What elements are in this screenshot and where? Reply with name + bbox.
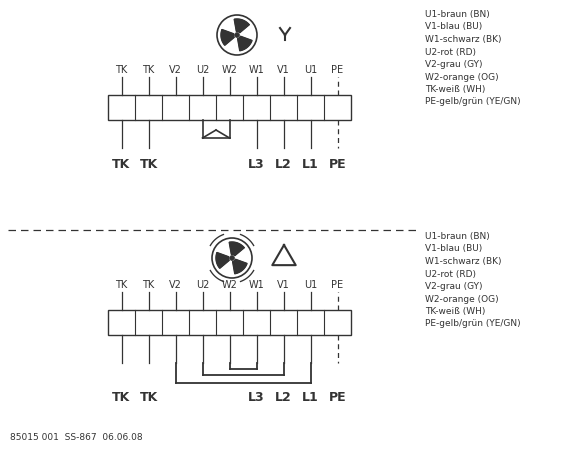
Circle shape: [234, 32, 240, 37]
Text: V2: V2: [169, 65, 182, 75]
Text: W1: W1: [249, 280, 264, 290]
Text: V1: V1: [277, 65, 290, 75]
Text: TK: TK: [142, 65, 155, 75]
Polygon shape: [216, 252, 229, 268]
Text: V1-blau (BU): V1-blau (BU): [425, 244, 482, 253]
Text: TK-weiß (WH): TK-weiß (WH): [425, 307, 485, 316]
Text: TK: TK: [142, 280, 155, 290]
Text: PE: PE: [331, 280, 343, 290]
Text: W2-orange (OG): W2-orange (OG): [425, 294, 499, 303]
Text: U2-rot (RD): U2-rot (RD): [425, 48, 476, 57]
Text: PE: PE: [331, 65, 343, 75]
Text: PE-gelb/grün (YE/GN): PE-gelb/grün (YE/GN): [425, 320, 521, 328]
Polygon shape: [234, 19, 249, 33]
Text: W2-orange (OG): W2-orange (OG): [425, 72, 499, 81]
Text: W2: W2: [222, 65, 237, 75]
Text: L1: L1: [302, 158, 319, 171]
Text: V2-grau (GY): V2-grau (GY): [425, 60, 483, 69]
Text: U1: U1: [304, 280, 317, 290]
Text: 85015 001  SS-867  06.06.08: 85015 001 SS-867 06.06.08: [10, 433, 143, 442]
Polygon shape: [221, 30, 234, 45]
Text: TK: TK: [139, 158, 158, 171]
Text: TK: TK: [113, 158, 130, 171]
Text: TK: TK: [115, 65, 128, 75]
Circle shape: [230, 256, 234, 261]
Text: V2-grau (GY): V2-grau (GY): [425, 282, 483, 291]
Text: U1: U1: [304, 65, 317, 75]
Text: U2-rot (RD): U2-rot (RD): [425, 270, 476, 279]
Text: L3: L3: [248, 391, 265, 404]
Text: L2: L2: [275, 158, 292, 171]
Polygon shape: [233, 259, 247, 274]
Text: W2: W2: [222, 280, 237, 290]
Text: U2: U2: [196, 280, 209, 290]
Text: L1: L1: [302, 391, 319, 404]
Text: TK: TK: [115, 280, 128, 290]
Text: W1-schwarz (BK): W1-schwarz (BK): [425, 35, 502, 44]
Text: W1-schwarz (BK): W1-schwarz (BK): [425, 257, 502, 266]
Text: L3: L3: [248, 158, 265, 171]
Text: TK-weiß (WH): TK-weiß (WH): [425, 85, 485, 94]
Text: V1-blau (BU): V1-blau (BU): [425, 22, 482, 32]
Text: U1-braun (BN): U1-braun (BN): [425, 10, 490, 19]
Text: L2: L2: [275, 391, 292, 404]
Text: PE: PE: [329, 391, 346, 404]
Text: TK: TK: [113, 391, 130, 404]
Polygon shape: [229, 242, 244, 256]
Polygon shape: [238, 36, 252, 51]
Text: U1-braun (BN): U1-braun (BN): [425, 232, 490, 241]
Text: U2: U2: [196, 65, 209, 75]
Text: W1: W1: [249, 65, 264, 75]
Text: TK: TK: [139, 391, 158, 404]
Text: V1: V1: [277, 280, 290, 290]
Text: PE: PE: [329, 158, 346, 171]
Bar: [108, 310, 351, 335]
Bar: [108, 95, 351, 120]
Text: V2: V2: [169, 280, 182, 290]
Text: PE-gelb/grün (YE/GN): PE-gelb/grün (YE/GN): [425, 98, 521, 107]
